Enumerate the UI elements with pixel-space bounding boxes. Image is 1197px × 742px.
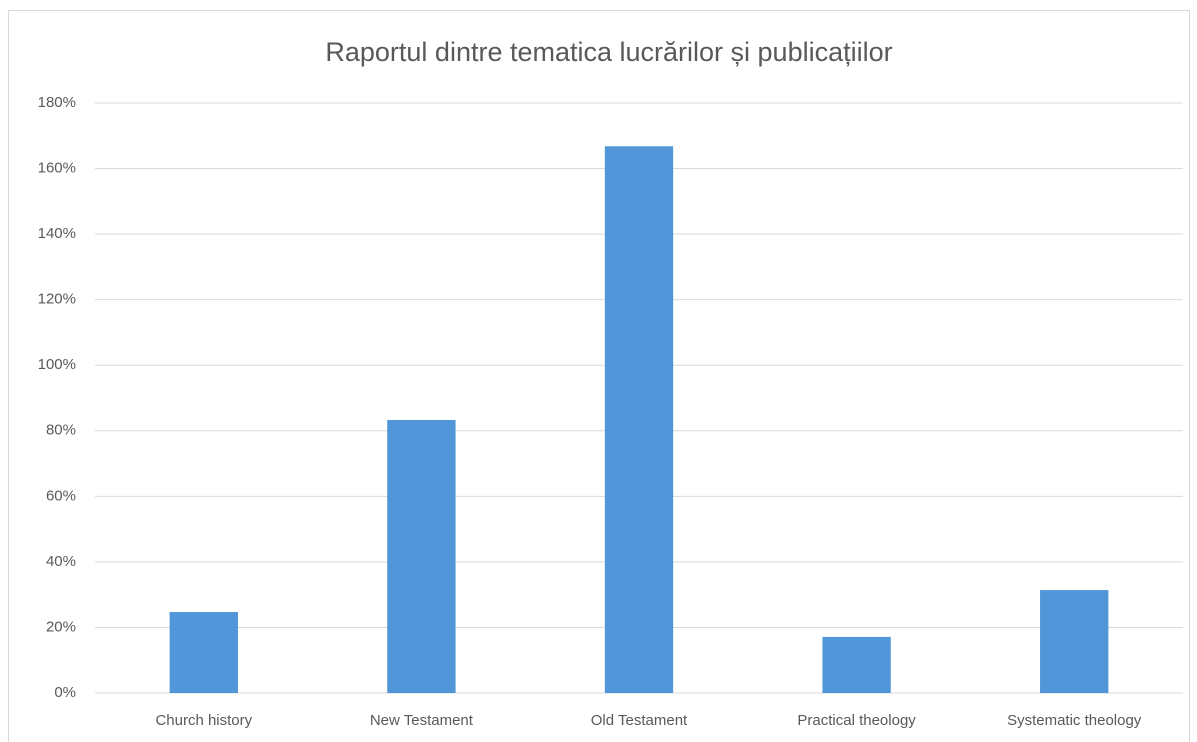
y-tick-label: 100% — [38, 356, 76, 373]
y-tick-label: 140% — [38, 225, 76, 242]
y-tick-label: 0% — [54, 684, 76, 701]
y-tick-label: 60% — [46, 487, 76, 504]
bar — [1040, 590, 1109, 693]
y-tick-label: 120% — [38, 291, 76, 308]
x-tick-label: Practical theology — [797, 712, 916, 729]
bar — [822, 636, 891, 693]
y-tick-label: 180% — [38, 94, 76, 111]
x-tick-label: New Testament — [370, 712, 474, 729]
y-tick-label: 40% — [46, 553, 76, 570]
chart-title: Raportul dintre tematica lucrărilor și p… — [325, 37, 892, 67]
bar — [169, 612, 238, 693]
y-tick-label: 160% — [38, 160, 76, 177]
bar — [387, 419, 456, 693]
bar — [604, 146, 674, 693]
x-tick-label: Systematic theology — [1007, 712, 1142, 729]
y-tick-label: 20% — [46, 618, 76, 635]
x-tick-label: Old Testament — [591, 712, 688, 729]
y-tick-label: 80% — [46, 422, 76, 439]
x-tick-label: Church history — [155, 712, 252, 729]
